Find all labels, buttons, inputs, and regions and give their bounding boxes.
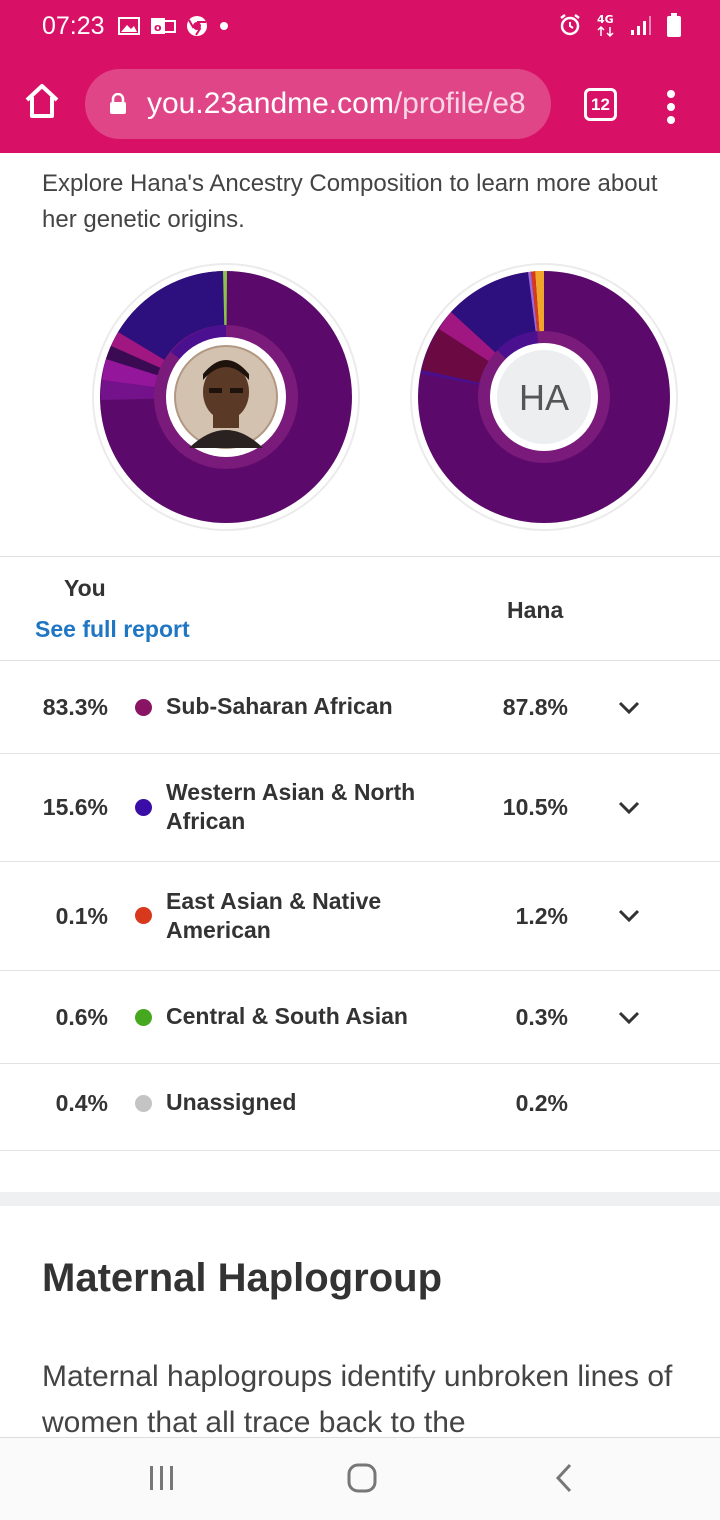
region-color-dot	[135, 1009, 152, 1026]
you-percent: 0.4%	[55, 1090, 108, 1116]
region-color-dot	[135, 699, 152, 716]
you-percent: 0.1%	[55, 903, 108, 929]
browser-toolbar: you.23andme.com/profile/e8 12	[0, 55, 720, 153]
hana-ancestry-donut[interactable]: HA	[409, 262, 679, 532]
chevron-down-icon[interactable]	[617, 800, 641, 816]
region-name: Unassigned	[166, 1089, 297, 1115]
maternal-haplogroup-text: Maternal haplogroups identify unbroken l…	[42, 1360, 673, 1438]
region-color-dot	[135, 907, 152, 924]
hana-column-label: Hana	[507, 597, 564, 623]
you-percent: 15.6%	[42, 794, 108, 820]
hana-percent: 10.5%	[502, 794, 568, 820]
battery-icon	[667, 13, 681, 37]
chevron-down-icon[interactable]	[617, 1010, 641, 1026]
url-path: /profile/e8	[393, 87, 526, 120]
user-photo-avatar	[174, 345, 278, 449]
region-name: East Asian & Native American	[166, 888, 382, 943]
gallery-icon	[118, 17, 140, 35]
ancestry-row-east-asian[interactable]: 0.1% East Asian & Native American 1.2%	[0, 862, 720, 971]
section-divider	[0, 1192, 720, 1206]
4g-icon: 4G	[597, 13, 614, 38]
system-nav-bar	[0, 1437, 720, 1520]
hana-initials: HA	[519, 377, 569, 418]
back-icon[interactable]	[552, 1463, 576, 1493]
you-percent: 83.3%	[42, 694, 108, 720]
svg-text:o: o	[154, 21, 162, 34]
region-name: Western Asian & North African	[166, 779, 416, 834]
maternal-haplogroup-title: Maternal Haplogroup	[42, 1256, 443, 1300]
url-domain: you.23andme.com	[147, 87, 394, 120]
signal-icon	[631, 16, 651, 35]
your-ancestry-donut[interactable]	[91, 262, 361, 532]
network-label: 4G	[597, 13, 614, 26]
region-color-dot	[135, 799, 152, 816]
ancestry-row-unassigned: 0.4% Unassigned 0.2%	[0, 1064, 720, 1151]
lock-icon	[110, 93, 126, 114]
url-bar[interactable]: you.23andme.com/profile/e8	[85, 69, 551, 139]
comparison-table-header: You See full report Hana	[0, 556, 720, 661]
you-percent: 0.6%	[55, 1004, 108, 1030]
region-name: Central & South Asian	[166, 1003, 408, 1029]
status-icons-left: o	[118, 15, 230, 37]
hana-avatar	[497, 350, 591, 444]
more-options-icon[interactable]	[660, 89, 682, 125]
chevron-down-icon[interactable]	[617, 908, 641, 924]
home-nav-icon[interactable]	[346, 1463, 378, 1493]
status-icons-right: 4G	[558, 12, 682, 38]
status-time: 07:23	[42, 12, 105, 40]
status-bar: 07:23 o 4G	[0, 0, 720, 55]
dot-icon	[220, 22, 228, 30]
url-text[interactable]: you.23andme.com/profile/e8	[147, 87, 542, 121]
home-icon[interactable]	[22, 81, 62, 121]
region-color-dot	[135, 1095, 152, 1112]
ancestry-row-central-south-asian[interactable]: 0.6% Central & South Asian 0.3%	[0, 971, 720, 1064]
outlook-icon: o	[151, 18, 176, 34]
ancestry-row-sub-saharan[interactable]: 83.3% Sub-Saharan African 87.8%	[0, 661, 720, 754]
chevron-down-icon[interactable]	[617, 700, 641, 716]
alarm-icon	[560, 14, 580, 36]
you-column-label: You	[64, 575, 106, 601]
chrome-icon	[187, 16, 207, 36]
hana-percent: 87.8%	[502, 694, 568, 720]
region-name: Sub-Saharan African	[166, 693, 393, 719]
recent-apps-icon[interactable]	[147, 1463, 177, 1493]
see-full-report-link[interactable]: See full report	[35, 616, 190, 642]
hana-percent: 0.2%	[515, 1090, 568, 1116]
hana-percent: 1.2%	[515, 903, 568, 929]
ancestry-row-western-asian[interactable]: 15.6% Western Asian & North African 10.5…	[0, 754, 720, 862]
tab-switcher-button[interactable]: 12	[584, 88, 617, 121]
intro-text: Explore Hana's Ancestry Composition to l…	[42, 170, 658, 233]
hana-percent: 0.3%	[515, 1004, 568, 1030]
